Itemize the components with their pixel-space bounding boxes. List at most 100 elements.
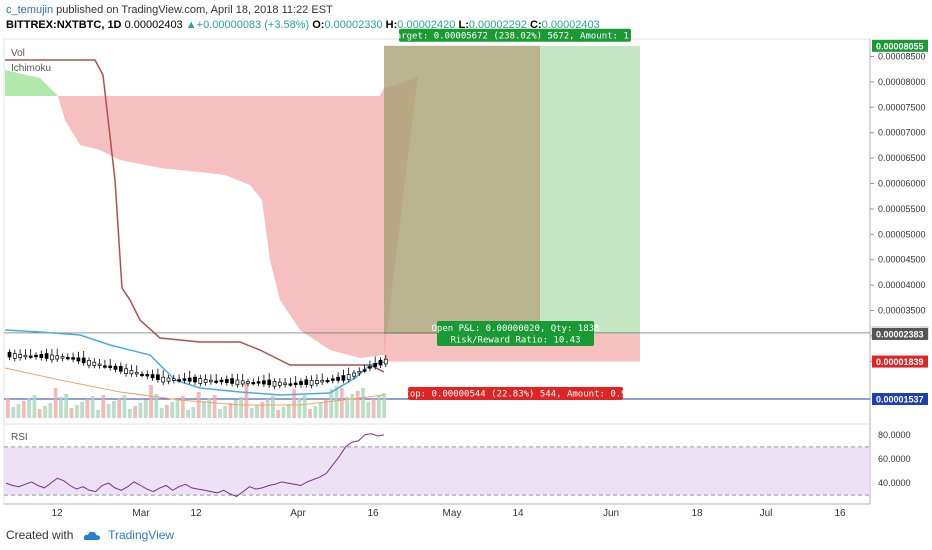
volume-bars [6, 382, 387, 418]
ohlc-legend: BITTREX:NXTBTC, 1D 0.00002403 ▲+0.000000… [6, 19, 600, 31]
candle-body [87, 360, 91, 366]
candle-body [34, 354, 38, 358]
high-label: H: [385, 19, 398, 31]
author-link[interactable]: c_temujin [6, 4, 54, 16]
tradingview-brand[interactable]: TradingView [108, 528, 175, 542]
price-change: +0.00000083 (+3.58%) [196, 19, 310, 31]
volume-bar [239, 397, 243, 418]
volume-bar [149, 385, 153, 418]
volume-bar [48, 403, 53, 418]
candle-body [299, 381, 303, 385]
price-chart[interactable]: 80.0000 60.0000 40.0000 12 Mar 12 Apr 16 May 14 J… [0, 0, 932, 525]
volume-bar [297, 398, 302, 418]
volume-bar [59, 397, 63, 418]
volume-bar [154, 394, 159, 418]
last-price: 0.00002403 [124, 19, 183, 31]
vol-legend: Vol [11, 48, 25, 59]
y-tick-label: 0.00006500 [878, 153, 926, 163]
footer: Created with TradingView [6, 528, 174, 542]
volume-bar [74, 405, 79, 418]
volume-bar [101, 395, 106, 418]
volume-bar [371, 399, 376, 418]
candle-body [309, 380, 314, 386]
candle-body [293, 382, 298, 385]
volume-bar [90, 396, 95, 418]
candle-body [60, 356, 65, 359]
x-tick-label: 12 [190, 508, 202, 519]
candle-body [320, 380, 325, 383]
volume-bar [143, 400, 148, 418]
candle-body [145, 374, 150, 377]
candle-body [7, 351, 12, 358]
open-value: 0.00002330 [324, 19, 383, 31]
close-value: 0.00002403 [541, 19, 600, 31]
candle-body [209, 379, 213, 383]
rsi-band [4, 446, 870, 496]
volume-bar [80, 402, 84, 418]
candle-body [97, 363, 102, 366]
volume-bar [165, 405, 169, 418]
candle-body [12, 353, 17, 359]
candle-body [156, 374, 160, 380]
volume-bar [196, 392, 201, 418]
volume-bar [318, 403, 323, 418]
volume-bar [292, 389, 296, 418]
candle-body [277, 381, 282, 386]
volume-bar [180, 396, 185, 418]
candle-body [50, 354, 54, 361]
volume-bar [175, 399, 180, 418]
volume-bar [170, 402, 175, 418]
candle-body [76, 357, 81, 362]
ichimoku-cloud [5, 70, 425, 358]
price-tag-text: 0.00002383 [876, 329, 924, 339]
volume-bar [244, 382, 249, 418]
candle-body [267, 379, 272, 386]
volume-bar [355, 391, 360, 418]
x-tick-label: 16 [834, 508, 846, 519]
candle-body [283, 382, 287, 385]
candle-body [140, 373, 144, 377]
x-tick-label: 18 [691, 508, 703, 519]
price-tag-stop-line [872, 393, 928, 405]
volume-bar [191, 407, 196, 418]
candle-body [368, 366, 372, 369]
candle-body [346, 374, 351, 380]
candle-body [28, 355, 33, 358]
price-tag-target [872, 39, 928, 52]
ichimoku-lines [4, 59, 385, 406]
kumo-red-area [58, 73, 425, 358]
candle-body [362, 369, 367, 372]
candle-body [103, 365, 107, 368]
ichimoku-legend: Ichimoku [11, 63, 51, 74]
volume-bar [265, 399, 270, 418]
candle-body [256, 381, 261, 384]
rsi-indicator: 80.0000 60.0000 40.0000 [4, 430, 911, 497]
stop-label-box [408, 387, 623, 400]
y-tick-label: 0.00007500 [878, 102, 926, 112]
volume-bar [106, 404, 111, 418]
low-value: 0.00002292 [468, 19, 527, 31]
y-tick-label: 0.00006000 [878, 179, 926, 189]
y-tick-label: 0.00005000 [878, 229, 926, 239]
y-tick-label: 0.00004500 [878, 255, 926, 265]
publish-info: c_temujin published on TradingView.com, … [6, 4, 333, 16]
long-position-tool[interactable] [4, 45, 870, 400]
rsi-tick-label: 80.0000 [878, 430, 911, 440]
volume-bar [281, 407, 286, 418]
volume-bar [11, 407, 16, 418]
candle-body [357, 371, 362, 374]
low-label: L: [458, 19, 469, 31]
candle-body [166, 377, 171, 382]
high-value: 0.00002420 [397, 19, 456, 31]
y-tick-label: 0.00008500 [878, 52, 926, 62]
candle-body [352, 372, 356, 377]
candle-body [325, 380, 330, 383]
publish-text: published on TradingView.com, April 18, … [56, 4, 333, 16]
lagging-span-line [4, 367, 385, 406]
volume-bar [228, 403, 233, 418]
volume-bar [286, 404, 291, 418]
volume-bar [37, 409, 42, 418]
candle-body [288, 383, 293, 386]
volume-bar [117, 398, 122, 418]
volume-bar [382, 393, 387, 418]
